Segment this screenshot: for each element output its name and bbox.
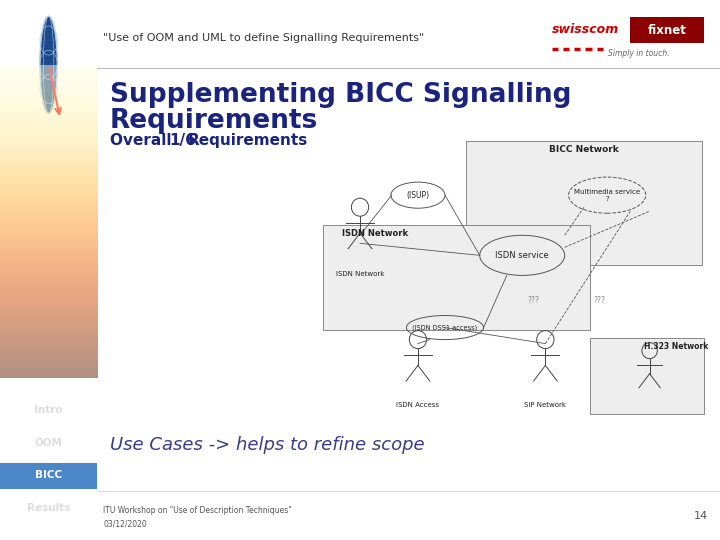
Text: ISDN service: ISDN service [495, 251, 549, 260]
Text: Requirements: Requirements [109, 109, 318, 134]
Text: (ISDN DSS1 access): (ISDN DSS1 access) [413, 325, 477, 331]
Text: ITU: ITU [37, 120, 60, 133]
Text: ???: ??? [528, 296, 540, 306]
Text: Results: Results [27, 503, 71, 512]
FancyBboxPatch shape [630, 17, 704, 43]
Text: OOM: OOM [35, 438, 63, 448]
Text: Overall: Overall [109, 133, 176, 148]
Text: BICC: BICC [35, 470, 62, 480]
Circle shape [40, 16, 58, 113]
Text: Use Cases -> helps to refine scope: Use Cases -> helps to refine scope [109, 436, 424, 455]
Text: ISDN Network: ISDN Network [336, 272, 384, 278]
Text: Simply in touch.: Simply in touch. [608, 50, 670, 58]
Text: ???: ??? [593, 296, 606, 306]
Text: ISDN Access: ISDN Access [397, 402, 439, 408]
FancyBboxPatch shape [0, 463, 97, 489]
Text: ITU Workshop on "Use of Description Techniques": ITU Workshop on "Use of Description Tech… [104, 506, 292, 515]
Text: BICC Network: BICC Network [549, 145, 619, 154]
Text: 14: 14 [693, 511, 708, 521]
Text: 1/6: 1/6 [168, 133, 196, 148]
Text: Multimedia service
?: Multimedia service ? [574, 188, 640, 201]
Text: fixnet: fixnet [647, 24, 686, 37]
Text: "Use of OOM and UML to define Signalling Requirements": "Use of OOM and UML to define Signalling… [104, 33, 425, 43]
FancyBboxPatch shape [323, 225, 590, 329]
Text: Supplementing BICC Signalling: Supplementing BICC Signalling [109, 82, 571, 107]
Text: Intro: Intro [35, 406, 63, 415]
Text: SIP Network: SIP Network [524, 402, 567, 408]
Text: (ISUP): (ISUP) [406, 191, 430, 200]
Text: 03/12/2020: 03/12/2020 [104, 519, 147, 528]
FancyBboxPatch shape [467, 141, 702, 265]
Text: swisscom: swisscom [552, 23, 619, 36]
Text: ISDN Network: ISDN Network [343, 230, 408, 238]
Text: Requirements: Requirements [187, 133, 307, 148]
Text: H.323 Network: H.323 Network [644, 342, 709, 350]
FancyBboxPatch shape [590, 338, 703, 414]
